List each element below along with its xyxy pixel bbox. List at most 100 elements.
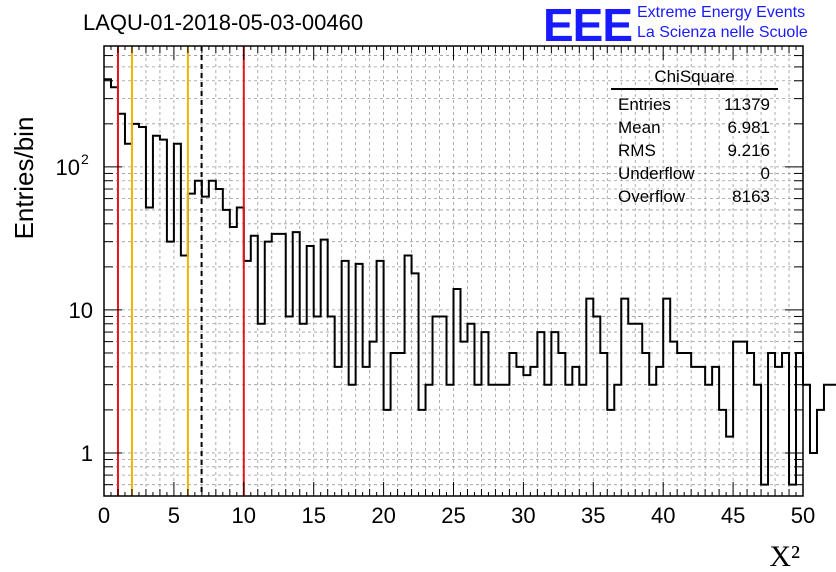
histogram-bin xyxy=(139,127,146,496)
logo-caption-line1: Extreme Energy Events xyxy=(637,4,806,21)
stats-value: 9.216 xyxy=(727,141,770,160)
histogram-bin xyxy=(146,207,153,496)
histogram-bin xyxy=(740,342,747,496)
histogram-bin xyxy=(796,353,803,496)
histogram-bin xyxy=(761,485,768,496)
stats-label: RMS xyxy=(618,141,656,160)
histogram-bin xyxy=(544,385,551,496)
stats-row-mean: Mean 6.981 xyxy=(611,116,778,139)
histogram-bin xyxy=(181,256,188,496)
histogram-bin xyxy=(132,124,139,496)
histogram-bin xyxy=(118,114,125,496)
histogram-bin xyxy=(104,79,111,496)
histogram-bin xyxy=(593,316,600,496)
y-tick-label: 10 xyxy=(69,298,93,323)
histogram-bin xyxy=(230,227,237,496)
histogram-bin xyxy=(810,453,817,496)
histogram-bin xyxy=(698,367,705,496)
histogram-bin xyxy=(244,261,251,496)
histogram-bin xyxy=(460,342,467,496)
histogram-bin xyxy=(223,210,230,496)
histogram-bin xyxy=(363,367,370,496)
histogram-bin xyxy=(817,410,824,496)
histogram-bin xyxy=(502,385,509,496)
histogram-bin xyxy=(558,353,565,496)
histogram-bin xyxy=(677,353,684,496)
stats-row-underflow: Underflow 0 xyxy=(611,162,778,185)
histogram-bin xyxy=(649,385,656,496)
histogram-bin xyxy=(307,246,314,496)
histogram-bin xyxy=(370,342,377,496)
histogram-bin xyxy=(293,232,300,496)
histogram-bin xyxy=(474,385,481,496)
stats-value: 6.981 xyxy=(727,118,770,137)
histogram-bin xyxy=(803,385,810,496)
histogram-bin xyxy=(216,189,223,496)
histogram-bin xyxy=(125,144,132,496)
histogram-bin xyxy=(572,367,579,496)
histogram-bin xyxy=(314,316,321,496)
histogram-bin xyxy=(467,324,474,496)
stats-value: 11379 xyxy=(723,95,770,114)
histogram-bin xyxy=(251,236,258,496)
histogram-outline xyxy=(104,78,836,486)
x-tick-label: 40 xyxy=(651,503,675,528)
y-tick-label: 10 xyxy=(56,155,80,180)
histogram-bin xyxy=(712,367,719,496)
histogram-bin xyxy=(209,181,216,496)
stats-title: ChiSquare xyxy=(611,66,778,90)
histogram-bin xyxy=(530,367,537,496)
histogram-bin xyxy=(412,273,419,496)
histogram-bin xyxy=(237,207,244,496)
histogram-bin xyxy=(782,353,789,496)
histogram-bin xyxy=(377,261,384,496)
histogram-bin xyxy=(328,316,335,496)
histogram-bin xyxy=(754,385,761,496)
x-tick-label: 30 xyxy=(511,503,535,528)
stats-label: Underflow xyxy=(618,164,695,183)
stats-label: Entries xyxy=(618,95,671,114)
histogram-bin xyxy=(607,410,614,496)
histogram-bin xyxy=(356,264,363,496)
stats-row-entries: Entries 11379 xyxy=(611,93,778,116)
histogram-bin xyxy=(454,289,461,496)
histogram-bin xyxy=(300,324,307,496)
x-tick-label: 5 xyxy=(168,503,180,528)
histogram-bin xyxy=(160,140,167,496)
histogram-bin xyxy=(600,353,607,496)
histogram-bin xyxy=(495,385,502,496)
histogram-bin xyxy=(789,485,796,496)
histogram-bin xyxy=(831,385,836,496)
histogram-bin xyxy=(188,194,195,496)
histogram-bin xyxy=(167,242,174,496)
histogram-bin xyxy=(286,316,293,496)
stats-label: Overflow xyxy=(618,187,686,206)
histogram-bin xyxy=(153,136,160,496)
histogram-bin xyxy=(516,367,523,496)
histogram-bin xyxy=(579,385,586,496)
histogram-bin xyxy=(265,242,272,496)
histogram-bin xyxy=(775,367,782,496)
histogram-bin xyxy=(684,353,691,496)
stats-label: Mean xyxy=(618,118,661,137)
stats-value: 8163 xyxy=(732,187,770,206)
x-tick-label: 35 xyxy=(581,503,605,528)
x-axis-label: X² xyxy=(769,540,800,572)
histogram-bin xyxy=(656,367,663,496)
histogram-bin xyxy=(726,437,733,496)
histogram-bin xyxy=(405,256,412,496)
histogram-bin xyxy=(419,410,426,496)
histogram-bin xyxy=(202,197,209,496)
histogram-bin xyxy=(621,299,628,496)
histogram-bin xyxy=(321,240,328,496)
eee-logo: EEE xyxy=(543,0,633,51)
histogram-bin xyxy=(391,353,398,496)
histogram-bin xyxy=(272,234,279,496)
histogram-bin xyxy=(398,353,405,496)
histogram-bin xyxy=(258,324,265,496)
histogram-bin xyxy=(481,332,488,496)
histogram-bin xyxy=(768,353,775,496)
histogram-bin xyxy=(447,385,454,496)
histogram-bin xyxy=(433,316,440,496)
